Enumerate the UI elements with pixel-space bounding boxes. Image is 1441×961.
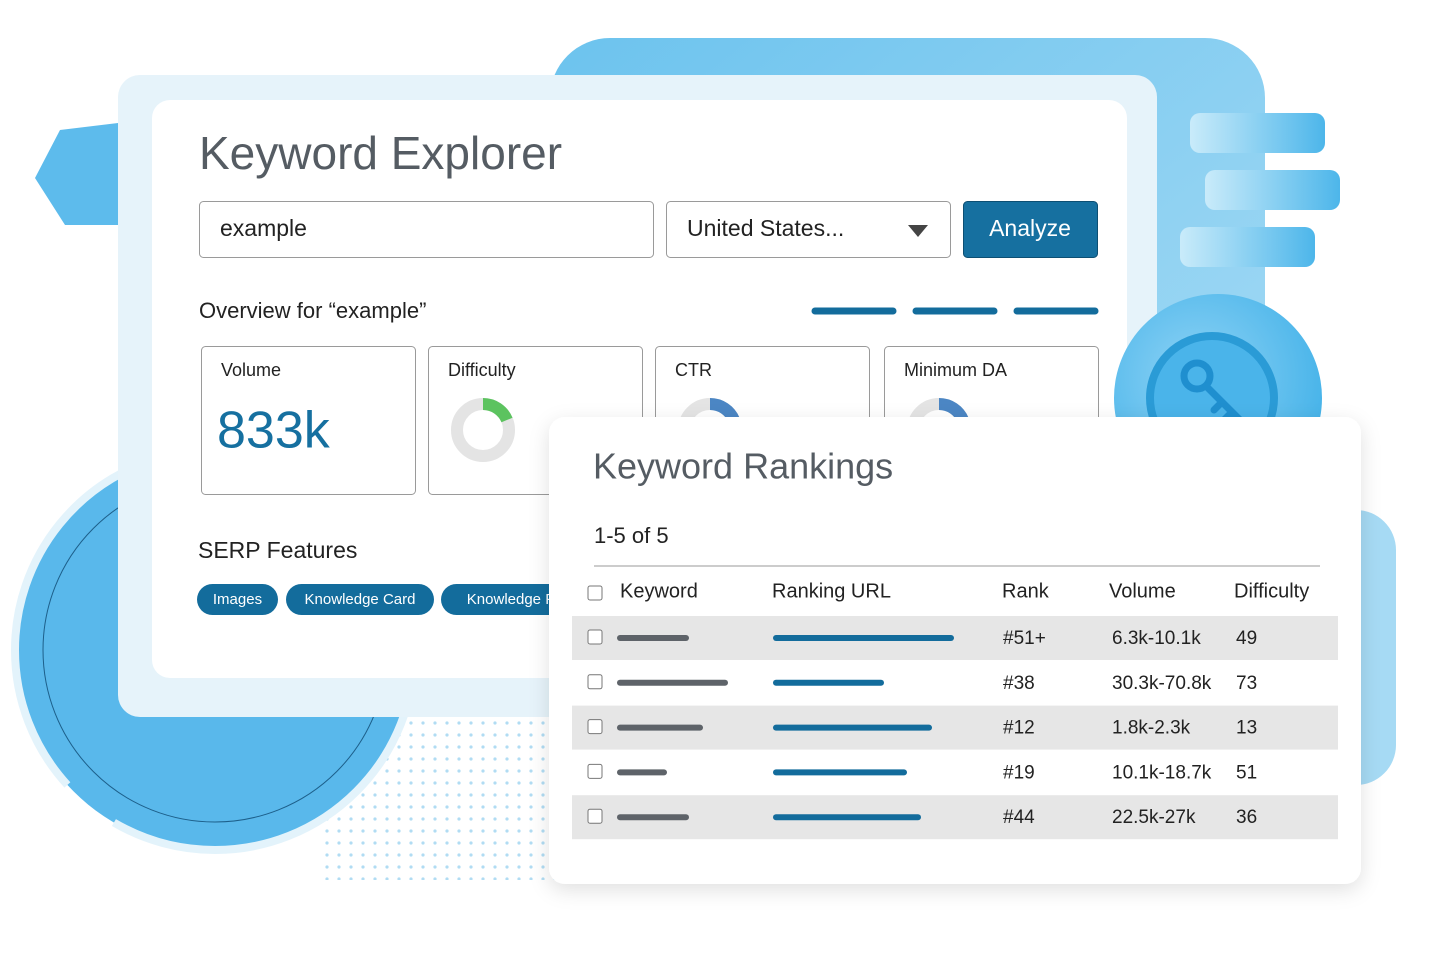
cell: #38 [1003, 673, 1035, 694]
row-checkbox[interactable] [587, 808, 603, 824]
cell: #44 [1003, 807, 1035, 828]
cell: 6.3k-10.1k [1112, 628, 1201, 649]
metric-label: Volume [221, 360, 281, 380]
metric-label: Minimum DA [904, 360, 1007, 380]
cell: #19 [1003, 762, 1035, 783]
column-header: Difficulty [1234, 580, 1309, 602]
search-value: example [220, 215, 307, 241]
cell: 36 [1236, 807, 1257, 828]
metric-card [201, 346, 416, 495]
overview-title: Overview for “example” [199, 298, 426, 323]
cell: 49 [1236, 628, 1257, 649]
result-count: 1-5 of 5 [594, 523, 669, 548]
select-all-checkbox[interactable] [587, 585, 603, 601]
cell: 30.3k-70.8k [1112, 673, 1212, 694]
button-label: Analyze [989, 215, 1071, 241]
serp-chip[interactable] [441, 584, 581, 615]
analyze-button[interactable] [963, 201, 1098, 258]
column-header: Keyword [620, 580, 698, 602]
row-background [572, 616, 1338, 660]
cell: 22.5k-27k [1112, 807, 1196, 828]
column-header: Ranking URL [772, 580, 891, 602]
row-checkbox[interactable] [587, 719, 603, 735]
row-checkbox[interactable] [587, 763, 603, 779]
cell: 73 [1236, 673, 1257, 694]
cell: #51+ [1003, 628, 1046, 649]
row-checkbox[interactable] [587, 629, 603, 645]
metric-value: 833k [217, 402, 331, 460]
column-header: Rank [1002, 580, 1050, 602]
serp-chip-label: Images [213, 591, 262, 608]
donut-segment [482, 398, 513, 423]
title: Keyword Explorer [199, 127, 562, 179]
rankings-title: Keyword Rankings [593, 446, 893, 487]
serp-chip-label: Knowledge Card [305, 591, 416, 608]
dropdown-arrow [908, 225, 928, 237]
country-value: United States... [687, 215, 844, 241]
serp-chip[interactable] [286, 584, 434, 615]
cell: 51 [1236, 762, 1257, 783]
cell: #12 [1003, 718, 1035, 739]
serp-title: SERP Features [198, 537, 357, 563]
cell: 10.1k-18.7k [1112, 762, 1212, 783]
column-header: Volume [1109, 580, 1176, 602]
row-checkbox[interactable] [587, 674, 603, 690]
metric-label: CTR [675, 360, 712, 380]
cell: 13 [1236, 718, 1257, 739]
search-input[interactable] [199, 201, 654, 258]
metric-label: Difficulty [448, 360, 516, 380]
serp-chip-label: Knowledge P [467, 591, 555, 608]
country-select[interactable] [666, 201, 951, 258]
serp-chip[interactable] [197, 584, 278, 615]
cell: 1.8k-2.3k [1112, 718, 1191, 739]
row-background [572, 795, 1338, 840]
